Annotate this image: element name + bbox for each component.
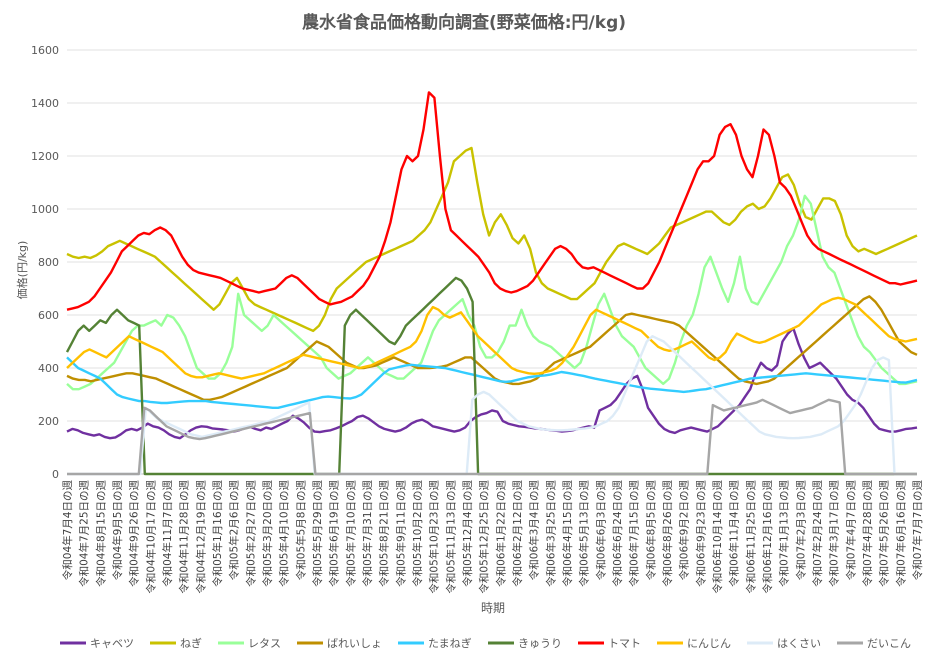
x-tick-label: 令和07年2月3日の週: [794, 480, 807, 581]
x-axis-label: 時期: [481, 601, 505, 615]
x-tick-label: 令和06年3月4日の週: [528, 480, 541, 581]
x-tick-label: 令和06年2月12日の週: [511, 480, 524, 587]
series-line: [66, 146, 918, 333]
x-tick-label: 令和07年2月24日の週: [811, 480, 824, 587]
x-tick-label: 令和07年7月7日の週: [911, 480, 924, 581]
x-tick-label: 令和06年3月25日の週: [544, 480, 557, 587]
x-tick-label: 令和04年10月17日の週: [144, 480, 157, 594]
series-line: [66, 356, 918, 409]
x-tick-label: 令和05年10月23日の週: [428, 480, 441, 594]
y-axis-label: 価格(円/kg): [15, 241, 29, 300]
x-tick-label: 令和05年12月4日の週: [461, 480, 474, 587]
x-tick-label: 令和06年12月16日の週: [761, 480, 774, 594]
x-tick-label: 令和05年2月27日の週: [244, 480, 257, 587]
legend-label: レタス: [248, 637, 281, 650]
y-tick-label: 200: [38, 415, 59, 428]
x-tick-label: 令和07年5月26日の週: [878, 480, 891, 587]
x-tick-label: 令和05年1月16日の週: [211, 480, 224, 587]
x-axis-ticks: 令和04年7月4日の週 令和04年7月25日の週 令和04年8月15日の週 令和04年…: [61, 480, 924, 594]
x-tick-label: 令和06年8月26日の週: [661, 480, 674, 587]
x-tick-label: 令和04年12月19日の週: [194, 480, 207, 594]
x-tick-label: 令和05年2月6日の週: [228, 480, 241, 581]
x-tick-label: 令和07年4月7日の週: [844, 480, 857, 581]
series-line: [66, 296, 918, 380]
gridlines: [67, 49, 917, 475]
y-tick-label: 1400: [31, 97, 59, 110]
x-tick-label: 令和05年3月20日の週: [261, 480, 274, 587]
series-line: [67, 398, 917, 476]
series-line: [67, 335, 917, 476]
x-tick-label: 令和07年6月16日の週: [894, 480, 907, 587]
chart-title: 農水省食品価格動向調査(野菜価格:円/kg): [302, 12, 626, 33]
y-tick-label: 0: [52, 468, 59, 481]
x-tick-label: 令和06年8月5日の週: [644, 480, 657, 581]
x-tick-label: 令和04年11月28日の週: [178, 480, 191, 594]
x-tick-label: 令和05年4月10日の週: [278, 480, 291, 587]
x-tick-label: 令和06年9月23日の週: [694, 480, 707, 587]
series-line: [66, 295, 918, 401]
y-tick-label: 400: [38, 362, 59, 375]
x-tick-label: 令和05年5月29日の週: [311, 480, 324, 587]
x-tick-label: 令和05年10月2日の週: [411, 480, 424, 587]
y-axis-ticks: 0 200 400 600 800 1000 1200 1400 1600: [31, 44, 59, 481]
legend-label: たまねぎ: [428, 636, 472, 650]
x-tick-label: 令和05年9月11日の週: [394, 480, 407, 587]
x-tick-label: 令和06年1月22日の週: [494, 480, 507, 587]
x-tick-label: 令和04年9月5日の週: [111, 480, 124, 581]
x-tick-label: 令和06年10月14日の週: [711, 480, 724, 594]
x-tick-label: 令和04年9月26日の週: [128, 480, 141, 587]
x-tick-label: 令和06年6月3日の週: [594, 480, 607, 581]
legend-label: キャベツ: [90, 637, 134, 650]
x-tick-label: 令和06年7月15日の週: [628, 480, 641, 587]
x-tick-label: 令和06年6月24日の週: [611, 480, 624, 587]
x-tick-label: 令和04年7月4日の週: [61, 480, 74, 581]
legend-label: ねぎ: [180, 636, 202, 650]
y-tick-label: 1600: [31, 44, 59, 57]
x-tick-label: 令和07年3月17日の週: [828, 480, 841, 587]
legend-label: にんじん: [687, 637, 731, 650]
y-tick-label: 1000: [31, 203, 59, 216]
x-tick-label: 令和05年7月10日の週: [344, 480, 357, 587]
series-lines: [65, 91, 918, 476]
series-line: [66, 194, 918, 391]
x-tick-label: 令和06年9月2日の週: [678, 480, 691, 581]
x-tick-label: 令和06年4月15日の週: [561, 480, 574, 587]
y-tick-label: 800: [38, 256, 59, 269]
legend-label: はくさい: [777, 637, 821, 650]
legend-label: ばれいしょ: [327, 637, 382, 650]
x-tick-label: 令和05年5月8日の週: [294, 480, 307, 581]
x-tick-label: 令和04年8月15日の週: [94, 480, 107, 587]
x-tick-label: 令和05年8月21日の週: [378, 480, 391, 587]
legend: キャベツ ねぎ レタス ばれいしょ たまねぎ きゅうり トマト にんじん はくさい だいこん: [60, 636, 911, 650]
x-tick-label: 令和04年7月25日の週: [78, 480, 91, 587]
x-tick-label: 令和06年11月4日の週: [728, 480, 741, 587]
x-tick-label: 令和05年7月31日の週: [361, 480, 374, 587]
series-line: [66, 327, 918, 440]
x-tick-label: 令和05年11月13日の週: [444, 480, 457, 594]
x-tick-label: 令和05年12月25日の週: [478, 480, 491, 594]
x-tick-label: 令和05年6月19日の週: [328, 480, 341, 587]
y-tick-label: 600: [38, 309, 59, 322]
series-line: [66, 91, 918, 311]
x-tick-label: 令和06年11月25日の週: [744, 480, 757, 594]
x-tick-label: 令和07年4月28日の週: [861, 480, 874, 587]
y-tick-label: 1200: [31, 150, 59, 163]
legend-label: だいこん: [867, 637, 911, 650]
x-tick-label: 令和06年5月13日の週: [578, 480, 591, 587]
legend-label: トマト: [608, 637, 641, 650]
x-tick-label: 令和04年11月7日の週: [161, 480, 174, 587]
x-tick-label: 令和07年1月13日の週: [778, 480, 791, 587]
legend-label: きゅうり: [518, 637, 562, 650]
